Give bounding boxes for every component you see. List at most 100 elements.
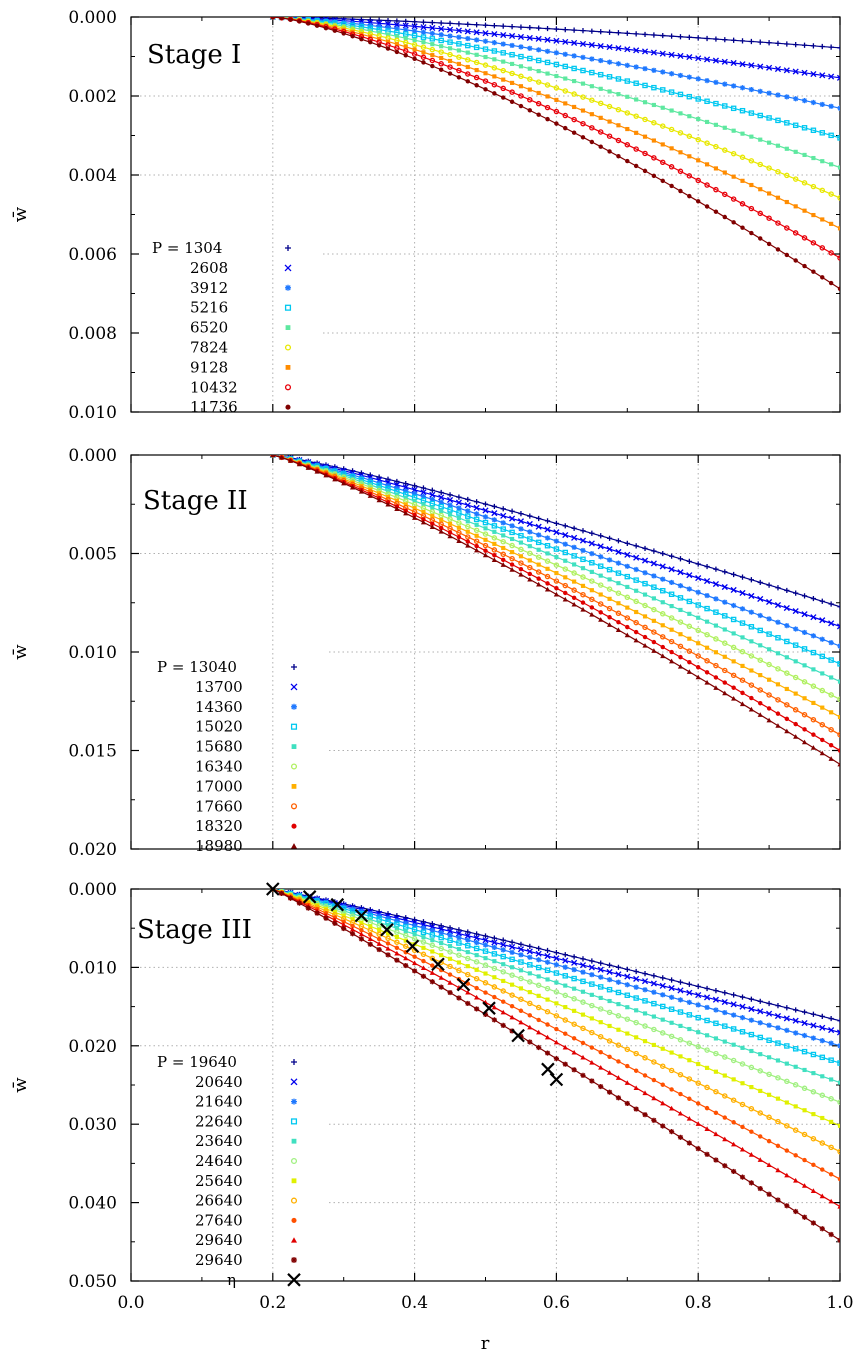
series-point (704, 1126, 710, 1131)
series-point (491, 503, 497, 510)
series-point (527, 108, 533, 113)
y-tick-label: 0.000 (68, 880, 117, 900)
series-point (757, 712, 763, 717)
x-axis-label: r (481, 1333, 490, 1354)
series-point (580, 969, 586, 975)
series-point (571, 544, 577, 550)
series-point (589, 588, 594, 593)
series-point (801, 646, 808, 652)
series-point (403, 27, 409, 33)
series-point (509, 939, 515, 945)
legend-marker (291, 843, 297, 849)
series-point (420, 34, 427, 40)
series-point (492, 541, 497, 546)
series-point (553, 950, 559, 956)
series-point (748, 38, 754, 45)
series-point (589, 1078, 595, 1084)
series-point (510, 982, 515, 987)
series-point (474, 68, 479, 73)
series-point (482, 962, 489, 968)
series-point (553, 108, 560, 115)
series-point (598, 974, 604, 980)
series-point (323, 915, 329, 921)
series-point (837, 1148, 840, 1155)
series-point (421, 40, 426, 45)
series-point (713, 122, 719, 127)
series-point (456, 54, 462, 60)
series-point (376, 941, 382, 946)
series-point (651, 618, 656, 623)
series-point (465, 496, 471, 503)
series-point (837, 1123, 840, 1128)
series-point (749, 230, 754, 236)
series-point (367, 22, 373, 29)
series-point (606, 103, 613, 110)
series-point (722, 654, 727, 659)
series-point (430, 42, 435, 47)
series-point (740, 178, 745, 183)
series-point (651, 606, 657, 613)
series-point (704, 56, 711, 63)
series-point (784, 252, 790, 258)
series-point (429, 36, 436, 42)
series-point (349, 931, 356, 937)
series-point (758, 643, 763, 648)
series-point (713, 1050, 719, 1057)
series-point (722, 569, 728, 575)
series-8 (270, 889, 840, 1155)
series-point (651, 155, 657, 161)
series-point (819, 187, 826, 194)
series-point (828, 73, 835, 80)
series-point (536, 1017, 541, 1023)
series-point (545, 94, 550, 99)
series-point (695, 35, 701, 41)
series-point (589, 569, 594, 574)
series-point (306, 899, 311, 904)
series-point (385, 945, 391, 951)
series-point (660, 992, 666, 998)
y-tick-label: 0.050 (68, 1272, 117, 1292)
series-point (279, 890, 285, 897)
legend: P = 130401370014360150201568016340170001… (157, 658, 298, 855)
series-point (801, 1009, 808, 1015)
series-point (775, 1096, 781, 1101)
series-point (607, 89, 612, 94)
series-point (403, 31, 409, 37)
series-point (598, 533, 604, 539)
series-point (686, 34, 692, 40)
series-point (660, 1003, 666, 1010)
series-point (748, 1064, 755, 1071)
series-point (624, 992, 631, 998)
series-point (739, 701, 746, 707)
series-point (624, 78, 631, 84)
series-point (377, 920, 382, 925)
series-point (633, 1050, 639, 1057)
series-point (624, 30, 630, 36)
series-point (456, 494, 462, 500)
series-point (607, 577, 612, 582)
legend-marker (290, 683, 298, 691)
series-point (730, 196, 737, 202)
series-point (606, 962, 613, 968)
legend-marker (291, 1098, 297, 1105)
legend-marker (291, 1237, 297, 1243)
legend-label: 14360 (195, 698, 243, 716)
series-point (510, 80, 515, 85)
series-point (713, 1036, 719, 1041)
series-point (687, 659, 692, 665)
series-point (429, 942, 436, 949)
series-point (624, 540, 630, 546)
series-point (429, 24, 436, 32)
series-point (376, 946, 382, 953)
series-1 (270, 889, 840, 1024)
series-point (731, 1141, 737, 1147)
series-point (757, 112, 763, 119)
series-point (668, 615, 675, 621)
series-point (412, 498, 417, 504)
series-line (272, 455, 840, 700)
series-point (447, 507, 453, 513)
series-point (429, 979, 435, 985)
series-point (412, 483, 418, 489)
series-point (597, 601, 604, 607)
series-point (580, 956, 586, 962)
